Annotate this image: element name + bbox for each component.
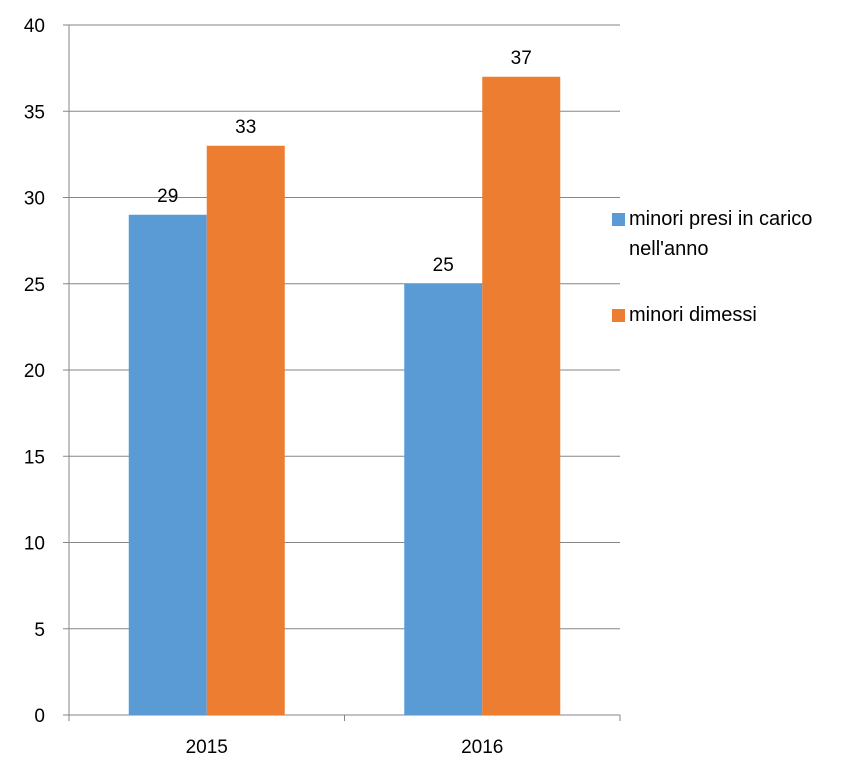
y-tick-label: 30 (24, 189, 45, 210)
data-label: 33 (235, 117, 256, 138)
data-label: 37 (511, 48, 532, 69)
y-tick-label: 35 (24, 102, 45, 123)
data-label: 29 (157, 186, 178, 207)
legend-item-series-1: minori presi in carico nell'anno (612, 204, 848, 264)
bar-series-2-2016 (482, 76, 561, 715)
data-label: 25 (433, 255, 454, 276)
y-tick-label: 40 (24, 16, 45, 37)
legend: minori presi in carico nell'anno minori … (612, 204, 848, 366)
x-tick-label: 2015 (186, 737, 228, 758)
y-tick-label: 20 (24, 361, 45, 382)
bar-series-1-2016 (404, 283, 483, 715)
legend-label-series-1: minori presi in carico nell'anno (629, 208, 813, 260)
bars (128, 76, 561, 715)
legend-swatch-series-2 (612, 309, 625, 322)
bar-series-2-2015 (206, 145, 285, 715)
legend-item-series-2: minori dimessi (612, 300, 848, 330)
y-tick-label: 0 (34, 706, 45, 727)
y-tick-label: 15 (24, 447, 45, 468)
y-tick-label: 25 (24, 275, 45, 296)
y-tick-label: 5 (34, 620, 45, 641)
legend-swatch-series-1 (612, 213, 625, 226)
x-tick-label: 2016 (461, 737, 503, 758)
legend-label-series-2: minori dimessi (629, 304, 757, 326)
data-labels: 29 33 25 37 (157, 48, 532, 276)
bar-series-1-2015 (128, 214, 207, 715)
y-tick-label: 10 (24, 534, 45, 555)
